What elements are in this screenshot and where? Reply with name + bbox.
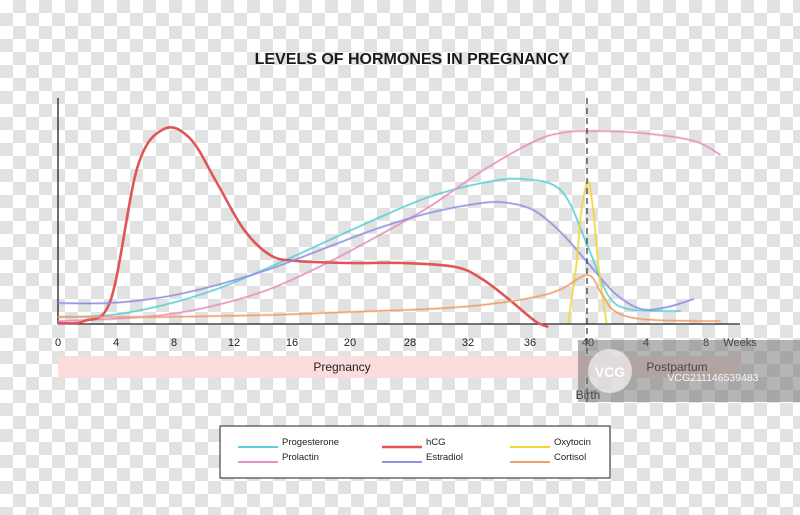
x-tick-label: 8	[171, 337, 177, 349]
watermark: VCG VCG211146539483	[578, 340, 800, 402]
legend: Progesterone Prolactin hCG Estradiol Oxytoci…	[219, 425, 611, 479]
oxytocin-line	[567, 180, 608, 324]
x-tick-label: 12	[228, 337, 240, 349]
prolactin-line-glow	[57, 129, 722, 323]
pregnancy-label: Pregnancy	[313, 360, 370, 374]
hcg-line-glow	[57, 126, 549, 329]
hcg-legend-label: hCG	[426, 437, 446, 448]
prolactin-line	[57, 130, 721, 322]
x-tick-label: 16	[286, 337, 298, 349]
hcg-line	[57, 126, 549, 328]
estradiol-legend-label: Estradiol	[426, 452, 463, 463]
x-tick-label: 4	[113, 337, 119, 349]
x-tick-label: 32	[462, 337, 474, 349]
x-tick-label: 36	[524, 337, 536, 349]
legend-box	[219, 425, 611, 479]
cortisol-line	[58, 274, 721, 322]
chart-title: LEVELS OF HORMONES IN PREGNANCY	[255, 51, 570, 68]
estradiol-line	[57, 201, 695, 311]
oxytocin-legend-label: Oxytocin	[554, 437, 591, 448]
progesterone-legend-label: Progesterone	[282, 437, 339, 448]
cortisol-legend-label: Cortisol	[554, 452, 586, 463]
watermark-logo: VCG	[595, 364, 625, 380]
series-layer	[57, 126, 722, 329]
prolactin-legend-label: Prolactin	[282, 452, 319, 463]
legend-items: Progesterone Prolactin hCG Estradiol Oxytoci…	[238, 437, 591, 463]
watermark-id: VCG211146539483	[667, 372, 758, 384]
x-tick-label: 20	[344, 337, 356, 349]
x-tick-label: 28	[404, 337, 416, 349]
watermark-logo-badge	[588, 349, 632, 393]
x-tick-label: 0	[55, 337, 61, 349]
plot-area	[57, 98, 740, 402]
pregnancy-band	[58, 356, 587, 378]
